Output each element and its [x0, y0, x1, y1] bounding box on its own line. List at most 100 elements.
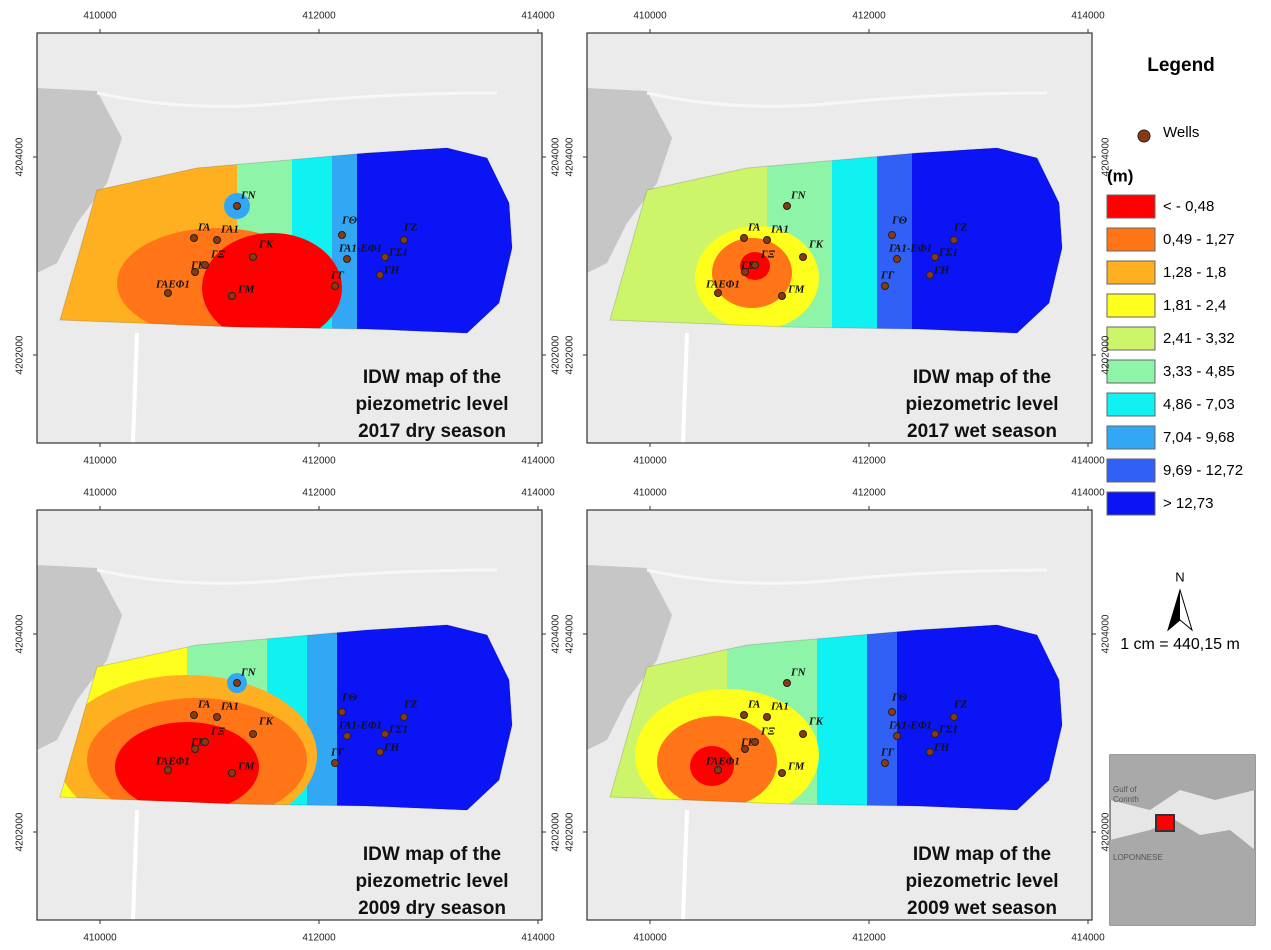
well-label: ΓΣ1 [938, 724, 958, 736]
well-label: ΓΖ [403, 222, 418, 234]
well-label: ΓΞ [210, 249, 226, 261]
well [800, 731, 807, 738]
legend-label: > 12,73 [1163, 495, 1213, 512]
y-tick-label: 4202000 [551, 335, 562, 374]
legend-swatch [1107, 360, 1155, 383]
map-panel: ΓΝΓΑΓΑ1ΓΚΓΒΓΞΓΑΕΦ1ΓΜΓΘΓΑ1-ΕΦ1ΓΖΓΣ1ΓΗΓΓID… [15, 11, 562, 467]
map-panel: ΓΝΓΑΓΑ1ΓΚΓΒΓΞΓΑΕΦ1ΓΜΓΘΓΑ1-ΕΦ1ΓΖΓΣ1ΓΗΓΓID… [15, 488, 562, 944]
well [715, 767, 722, 774]
well [202, 262, 209, 269]
well-label: ΓΜ [787, 761, 806, 773]
panel-title: IDW map of the [363, 367, 501, 388]
well-label: ΓΖ [953, 222, 968, 234]
panel-title: 2009 dry season [358, 898, 506, 919]
legend-swatch [1107, 228, 1155, 251]
panel-title: IDW map of the [913, 844, 1051, 865]
well [332, 283, 339, 290]
x-tick-label: 414000 [521, 933, 555, 944]
x-tick-label: 412000 [302, 11, 336, 22]
well [951, 237, 958, 244]
idw-zone [817, 610, 868, 830]
wells-label: Wells [1163, 124, 1199, 141]
well [882, 283, 889, 290]
legend-label: 1,81 - 2,4 [1163, 297, 1226, 314]
well-label: ΓΑ1-ΕΦ1 [888, 720, 932, 732]
x-tick-label: 410000 [633, 456, 667, 467]
well-label: ΓΚ [258, 239, 274, 251]
well-label: ΓΓ [330, 270, 345, 282]
legend-label: 4,86 - 7,03 [1163, 396, 1235, 413]
well [191, 712, 198, 719]
well-label: ΓΞ [760, 726, 776, 738]
well-label: ΓΞ [210, 726, 226, 738]
legend-label: < - 0,48 [1163, 198, 1214, 215]
legend-label: 9,69 - 12,72 [1163, 462, 1243, 479]
y-tick-label: 4204000 [1101, 614, 1112, 653]
well-label: ΓΗ [383, 742, 400, 754]
well-label: ΓΑ1 [220, 701, 239, 713]
x-tick-label: 410000 [83, 11, 117, 22]
well [332, 760, 339, 767]
legend-label: 1,28 - 1,8 [1163, 264, 1226, 281]
inset-location [1156, 815, 1174, 831]
legend-swatch [1107, 492, 1155, 515]
well-label: ΓΜ [237, 761, 256, 773]
well [894, 256, 901, 263]
legend-swatch [1107, 294, 1155, 317]
well [229, 770, 236, 777]
x-tick-label: 414000 [1071, 11, 1105, 22]
well-label: ΓΑ [197, 222, 210, 234]
map-panel: ΓΝΓΑΓΑ1ΓΚΓΒΓΞΓΑΕΦ1ΓΜΓΘΓΑ1-ΕΦ1ΓΖΓΣ1ΓΗΓΓID… [565, 488, 1112, 944]
well [741, 235, 748, 242]
well-label: ΓΘ [891, 215, 908, 227]
panel-title: 2009 wet season [907, 898, 1057, 919]
well-label: ΓΣ1 [388, 247, 408, 259]
well-label: ΓΑΕΦ1 [155, 279, 190, 291]
legend-swatch [1107, 393, 1155, 416]
well-label: ΓΑΕΦ1 [705, 279, 740, 291]
panel-title: IDW map of the [363, 844, 501, 865]
well-label: ΓΑ1-ΕΦ1 [338, 243, 382, 255]
inset-label: Corinth [1113, 795, 1139, 804]
well-label: ΓΝ [790, 190, 807, 202]
well [339, 232, 346, 239]
y-tick-label: 4202000 [565, 335, 576, 374]
well-label: ΓΚ [808, 716, 824, 728]
well [779, 770, 786, 777]
well [764, 714, 771, 721]
well [339, 709, 346, 716]
page: Legend Wells (m) < - 0,480,49 - 1,271,28… [0, 0, 1271, 950]
panel-title: piezometric level [905, 394, 1058, 415]
well [401, 237, 408, 244]
well-label: ΓΝ [790, 667, 807, 679]
well-label: ΓΚ [808, 239, 824, 251]
well-label: ΓΓ [330, 747, 345, 759]
legend-label: 2,41 - 3,32 [1163, 330, 1235, 347]
x-tick-label: 412000 [852, 11, 886, 22]
well-label: ΓΞ [760, 249, 776, 261]
well [344, 256, 351, 263]
figure: Legend Wells (m) < - 0,480,49 - 1,271,28… [0, 0, 1271, 945]
well [932, 254, 939, 261]
x-tick-label: 410000 [83, 488, 117, 499]
well-label: ΓΓ [880, 747, 895, 759]
x-tick-label: 414000 [1071, 456, 1105, 467]
well [401, 714, 408, 721]
x-tick-label: 414000 [1071, 933, 1105, 944]
x-tick-label: 414000 [521, 456, 555, 467]
well-label: ΓΘ [341, 692, 358, 704]
x-tick-label: 412000 [852, 456, 886, 467]
well-label: ΓΑ1 [220, 224, 239, 236]
well-label: ΓΑ [747, 222, 760, 234]
legend-label: 3,33 - 4,85 [1163, 363, 1235, 380]
y-tick-label: 4202000 [15, 812, 26, 851]
y-tick-label: 4202000 [1101, 335, 1112, 374]
well-label: ΓΝ [240, 190, 257, 202]
well [741, 712, 748, 719]
well-label: ΓΓ [880, 270, 895, 282]
x-tick-label: 410000 [633, 933, 667, 944]
idw-zone [307, 610, 338, 830]
panel-title: piezometric level [355, 394, 508, 415]
well [715, 290, 722, 297]
well [250, 731, 257, 738]
